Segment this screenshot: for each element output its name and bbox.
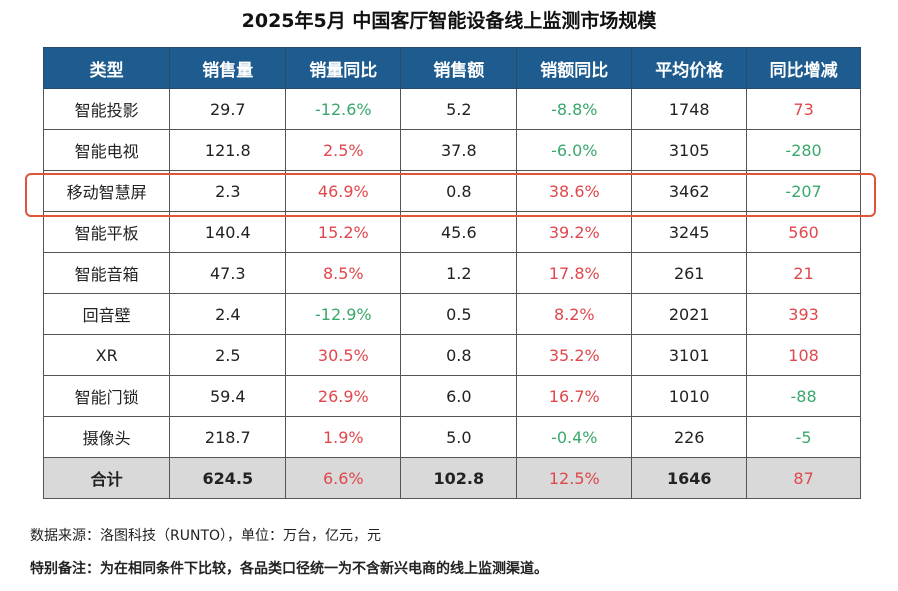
value-cell: 26.9% [285,375,402,417]
column-header: 销售额 [400,47,518,89]
value-cell: 140.4 [169,211,287,253]
value-cell: 6.6% [285,457,402,499]
remark-note: 特别备注：为在相同条件下比较，各品类口径统一为不含新兴电商的线上监测渠道。 [30,561,548,577]
source-note: 数据来源：洛图科技（RUNTO），单位：万台，亿元，元 [30,528,382,544]
value-cell: 35.2% [516,334,633,376]
value-cell: -207 [746,170,861,212]
value-cell: 0.8 [400,334,518,376]
table-row: 移动智慧屏 2.3 46.9% 0.8 38.6% 3462 -207 [42,170,861,212]
value-cell: 8.5% [285,252,402,294]
value-cell: 3105 [631,129,748,171]
value-cell: 8.2% [516,293,633,335]
value-cell: 6.0 [400,375,518,417]
value-cell: 5.0 [400,416,518,458]
value-cell: 15.2% [285,211,402,253]
value-cell: 1748 [631,88,748,130]
value-cell: 37.8 [400,129,518,171]
column-header: 销售量 [169,47,287,89]
value-cell: 2.5% [285,129,402,171]
value-cell: 46.9% [285,170,402,212]
value-cell: 12.5% [516,457,633,499]
table-row: 摄像头 218.7 1.9% 5.0 -0.4% 226 -5 [42,416,861,458]
value-cell: -12.9% [285,293,402,335]
value-cell: 59.4 [169,375,287,417]
category-cell: 智能音箱 [42,252,171,294]
column-header: 销量同比 [285,47,402,89]
value-cell: 393 [746,293,861,335]
value-cell: 624.5 [169,457,287,499]
category-cell: 智能电视 [42,129,171,171]
value-cell: 1646 [631,457,748,499]
value-cell: -5 [746,416,861,458]
category-cell: 摄像头 [42,416,171,458]
value-cell: 0.8 [400,170,518,212]
value-cell: -6.0% [516,129,633,171]
value-cell: 29.7 [169,88,287,130]
value-cell: 45.6 [400,211,518,253]
page-title: 2025年5月 中国客厅智能设备线上监测市场规模 [241,10,657,32]
value-cell: 87 [746,457,861,499]
category-cell: 智能门锁 [42,375,171,417]
table-row: 智能平板 140.4 15.2% 45.6 39.2% 3245 560 [42,211,861,253]
value-cell: 30.5% [285,334,402,376]
value-cell: 17.8% [516,252,633,294]
value-cell: 2021 [631,293,748,335]
value-cell: 3101 [631,334,748,376]
value-cell: 39.2% [516,211,633,253]
table-row: XR 2.5 30.5% 0.8 35.2% 3101 108 [42,334,861,376]
column-header: 类型 [42,47,171,89]
value-cell: 5.2 [400,88,518,130]
table-row: 智能投影 29.7 -12.6% 5.2 -8.8% 1748 73 [42,88,861,130]
value-cell: -280 [746,129,861,171]
value-cell: 560 [746,211,861,253]
table-row: 智能音箱 47.3 8.5% 1.2 17.8% 261 21 [42,252,861,294]
column-header: 同比增减 [746,47,861,89]
value-cell: 1.2 [400,252,518,294]
value-cell: 1010 [631,375,748,417]
value-cell: 47.3 [169,252,287,294]
value-cell: 16.7% [516,375,633,417]
table-header-row: 类型 销售量 销量同比 销售额 销额同比 平均价格 同比增减 [42,47,861,89]
value-cell: 218.7 [169,416,287,458]
value-cell: -8.8% [516,88,633,130]
value-cell: -12.6% [285,88,402,130]
value-cell: 261 [631,252,748,294]
category-cell: 移动智慧屏 [42,170,171,212]
total-row: 合计 624.5 6.6% 102.8 12.5% 1646 87 [42,457,861,499]
value-cell: 2.4 [169,293,287,335]
value-cell: 2.5 [169,334,287,376]
category-cell: 合计 [42,457,171,499]
column-header: 销额同比 [516,47,633,89]
market-table: 类型 销售量 销量同比 销售额 销额同比 平均价格 同比增减 智能投影 29.7 -12.6% 5… [42,47,861,499]
value-cell: -88 [746,375,861,417]
table-row: 智能门锁 59.4 26.9% 6.0 16.7% 1010 -88 [42,375,861,417]
value-cell: 3462 [631,170,748,212]
value-cell: 226 [631,416,748,458]
table-row: 回音壁 2.4 -12.9% 0.5 8.2% 2021 393 [42,293,861,335]
value-cell: 21 [746,252,861,294]
category-cell: 智能投影 [42,88,171,130]
category-cell: 回音壁 [42,293,171,335]
value-cell: 1.9% [285,416,402,458]
value-cell: 73 [746,88,861,130]
value-cell: 38.6% [516,170,633,212]
value-cell: 102.8 [400,457,518,499]
value-cell: 2.3 [169,170,287,212]
value-cell: 3245 [631,211,748,253]
category-cell: XR [42,334,171,376]
value-cell: 0.5 [400,293,518,335]
value-cell: 121.8 [169,129,287,171]
value-cell: 108 [746,334,861,376]
category-cell: 智能平板 [42,211,171,253]
column-header: 平均价格 [631,47,748,89]
table-row: 智能电视 121.8 2.5% 37.8 -6.0% 3105 -280 [42,129,861,171]
value-cell: -0.4% [516,416,633,458]
